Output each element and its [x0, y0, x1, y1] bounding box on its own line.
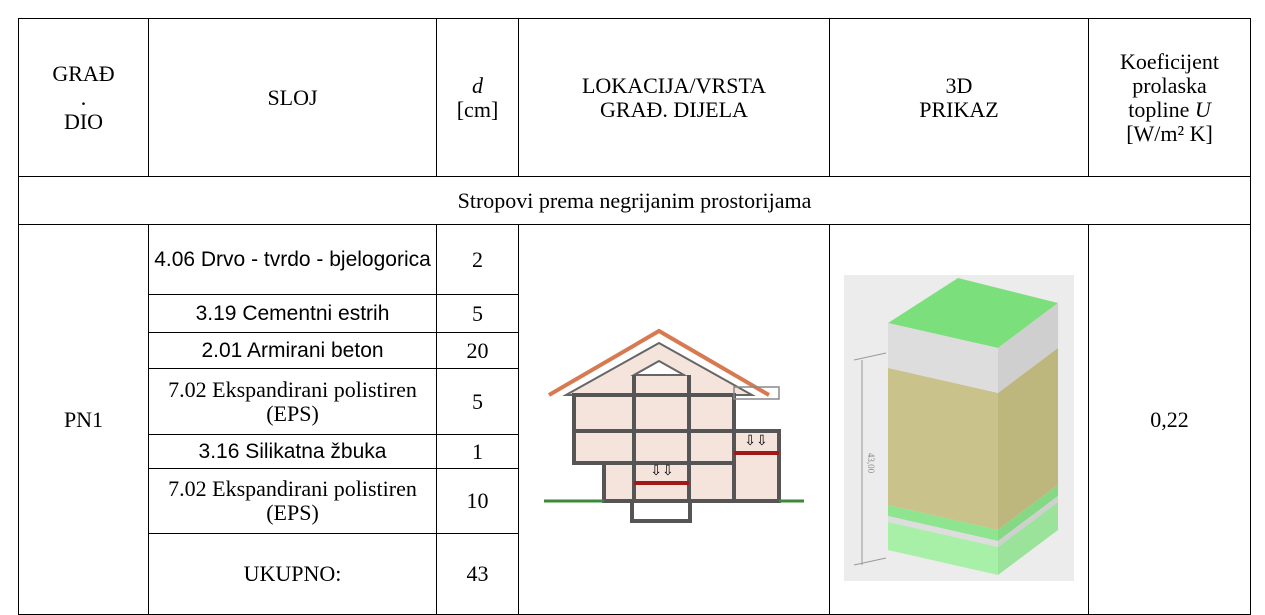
layer-name: 4.06 Drvo - tvrdo - bjelogorica [148, 224, 437, 295]
house-drawing: ⇩⇩ ⇩⇩ [544, 328, 804, 523]
layer-name: 7.02 Ekspandirani polistiren (EPS) [148, 368, 437, 435]
header-text: topline U [1093, 96, 1246, 122]
table-body: GRAĐ . DIO SLOJ d [cm] LOKACIJA/VRSTA GR… [18, 18, 1251, 615]
layer-name: 7.02 Ekspandirani polistiren (EPS) [148, 468, 437, 534]
layer-name: 3.19 Cementni estrih [148, 294, 437, 333]
layer-thickness: 1 [436, 434, 519, 469]
dimension-label: 43,00 [866, 453, 876, 474]
header-unit: [cm] [456, 96, 499, 122]
header-text: SLOJ [267, 84, 318, 110]
layer-name: 2.01 Armirani beton [148, 332, 437, 369]
location-image: ⇩⇩ ⇩⇩ [518, 224, 830, 615]
header-text: Koeficijent [1120, 48, 1219, 74]
layer-thickness: 5 [436, 294, 519, 333]
layer-row: 2.01 Armirani beton 20 [19, 332, 1251, 369]
element-id: PN1 [18, 224, 149, 615]
thermal-table: GRAĐ . DIO SLOJ d [cm] LOKACIJA/VRSTA GR… [18, 18, 1251, 615]
layer-thickness: 5 [436, 368, 519, 435]
header-cell: SLOJ [148, 18, 437, 177]
layer-row: 3.16 Silikatna žbuka 1 [19, 434, 1251, 469]
total-thickness: 43 [436, 533, 519, 615]
header-row: GRAĐ . DIO SLOJ d [cm] LOKACIJA/VRSTA GR… [18, 18, 1251, 177]
header-text: . [80, 84, 87, 110]
header-text: topline [1128, 96, 1190, 122]
layer-row: UKUPNO: 43 [19, 533, 1251, 615]
layer-name: 3.16 Silikatna žbuka [148, 434, 437, 469]
header-cell: Koeficijent prolaska topline U [W/m² K] [1088, 18, 1251, 177]
header-cell: GRAĐ . DIO [18, 18, 149, 177]
svg-text:⇩⇩: ⇩⇩ [744, 434, 767, 449]
header-text: 3D [945, 72, 973, 98]
section-cell: Stropovi prema negrijanim prostorijama [18, 176, 1251, 225]
section-row: Stropovi prema negrijanim prostorijama [18, 176, 1251, 225]
header-text: LOKACIJA/VRSTA [581, 72, 767, 98]
header-text: PRIKAZ [919, 96, 999, 122]
total-label: UKUPNO: [148, 533, 437, 615]
layer-thickness: 10 [436, 468, 519, 534]
header-text: DIO [63, 108, 104, 134]
svg-text:⇩⇩: ⇩⇩ [650, 464, 673, 479]
header-text: GRAĐ. DIJELA [600, 96, 748, 122]
layer-row: PN1 4.06 Drvo - tvrdo - bjelogorica 2 ⇩⇩ ⇩… [18, 224, 1251, 615]
header-text: GRAĐ [52, 60, 115, 86]
layer-thickness: 20 [436, 332, 519, 369]
header-unit: [W/m² K] [1126, 120, 1213, 146]
layer-row: 3.19 Cementni estrih 5 [19, 294, 1251, 333]
header-cell: d [cm] [436, 18, 519, 177]
header-text: prolaska [1132, 72, 1207, 98]
layer-thickness: 2 [436, 224, 519, 295]
layer-3d-view: 43,00 [844, 275, 1074, 581]
header-symbol: d [472, 72, 483, 98]
layer-row: 7.02 Ekspandirani polistiren (EPS) 5 [19, 368, 1251, 435]
header-cell: LOKACIJA/VRSTA GRAĐ. DIJELA [518, 18, 830, 177]
layer-row: 7.02 Ekspandirani polistiren (EPS) 10 [19, 468, 1251, 534]
u-value: 0,22 [1088, 224, 1251, 615]
header-symbol: U [1194, 96, 1211, 122]
prikaz-image: 43,00 [829, 224, 1089, 615]
header-cell: 3D PRIKAZ [829, 18, 1089, 177]
